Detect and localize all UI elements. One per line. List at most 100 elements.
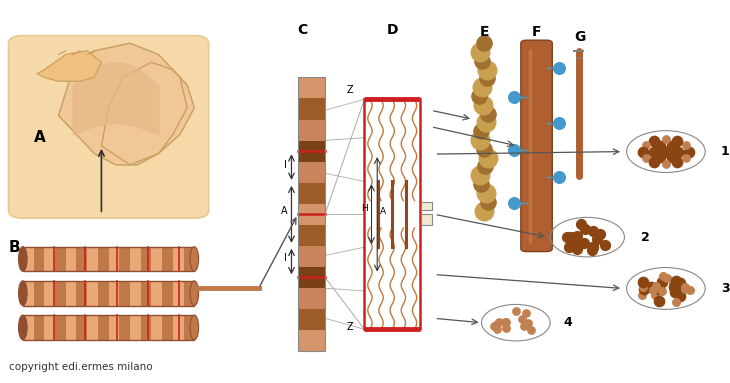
Point: [478, 208, 490, 214]
Text: 2: 2: [641, 231, 650, 244]
Text: A: A: [380, 207, 386, 216]
Bar: [87, 315, 98, 340]
Text: D: D: [386, 23, 398, 37]
Point: [474, 49, 485, 55]
Bar: [173, 315, 183, 340]
Bar: [298, 330, 325, 351]
Bar: [298, 267, 325, 288]
Bar: [183, 315, 194, 340]
Point: [588, 244, 599, 250]
Bar: [23, 281, 194, 306]
Point: [586, 247, 598, 253]
Text: E: E: [480, 25, 489, 39]
Point: [648, 287, 659, 293]
Point: [579, 226, 591, 232]
Point: [683, 149, 695, 155]
Ellipse shape: [190, 281, 199, 306]
Text: 4: 4: [563, 316, 572, 329]
Bar: [298, 141, 325, 162]
Bar: [162, 247, 173, 271]
Point: [656, 279, 668, 285]
Bar: [151, 247, 162, 271]
Point: [648, 149, 660, 155]
Point: [672, 138, 683, 144]
Bar: [298, 98, 325, 119]
Text: F: F: [532, 25, 542, 39]
Text: 3: 3: [721, 282, 729, 295]
Point: [591, 236, 603, 242]
Text: G: G: [575, 30, 586, 44]
Point: [477, 84, 488, 90]
Bar: [34, 247, 45, 271]
Point: [508, 200, 520, 206]
Polygon shape: [37, 51, 101, 81]
Point: [648, 138, 660, 144]
Point: [553, 173, 565, 180]
Point: [516, 316, 528, 322]
Point: [587, 228, 599, 234]
Bar: [130, 247, 141, 271]
Point: [650, 283, 661, 290]
Point: [666, 143, 677, 149]
Point: [553, 120, 565, 126]
Point: [680, 155, 691, 161]
Bar: [298, 162, 325, 183]
FancyBboxPatch shape: [420, 202, 432, 210]
Point: [553, 65, 565, 71]
Point: [575, 221, 586, 228]
Bar: [119, 247, 130, 271]
Point: [571, 246, 583, 252]
Text: H: H: [361, 203, 368, 213]
Point: [482, 111, 493, 117]
Bar: [298, 119, 325, 141]
Point: [594, 231, 606, 237]
Bar: [23, 315, 194, 340]
Bar: [183, 247, 194, 271]
Bar: [34, 281, 45, 306]
Bar: [130, 281, 141, 306]
Point: [480, 190, 491, 196]
Bar: [45, 247, 55, 271]
Point: [645, 284, 657, 290]
Bar: [298, 77, 325, 98]
Ellipse shape: [18, 247, 27, 271]
Point: [637, 279, 649, 285]
Text: I: I: [284, 160, 287, 170]
Bar: [162, 281, 173, 306]
Text: Z: Z: [347, 85, 353, 95]
Bar: [298, 288, 325, 309]
Bar: [141, 315, 151, 340]
Point: [660, 136, 672, 142]
Point: [482, 155, 493, 161]
Point: [653, 298, 665, 304]
Point: [674, 280, 685, 286]
Point: [480, 119, 492, 126]
Point: [474, 181, 486, 187]
Point: [660, 161, 672, 167]
Bar: [151, 281, 162, 306]
Bar: [109, 315, 119, 340]
Point: [637, 284, 648, 290]
Point: [523, 320, 534, 326]
Bar: [141, 281, 151, 306]
Point: [650, 292, 661, 298]
Bar: [77, 281, 87, 306]
Point: [636, 292, 648, 298]
Ellipse shape: [190, 315, 199, 340]
Point: [680, 286, 691, 292]
Point: [571, 233, 583, 239]
Point: [474, 93, 485, 99]
Point: [479, 146, 491, 152]
Bar: [45, 281, 55, 306]
Point: [518, 323, 530, 329]
Point: [570, 238, 582, 244]
Point: [501, 325, 512, 331]
Point: [640, 155, 652, 161]
Bar: [23, 315, 34, 340]
Bar: [162, 315, 173, 340]
Point: [674, 288, 685, 294]
Point: [474, 172, 486, 178]
Bar: [45, 315, 55, 340]
Bar: [109, 247, 119, 271]
Bar: [298, 204, 325, 225]
